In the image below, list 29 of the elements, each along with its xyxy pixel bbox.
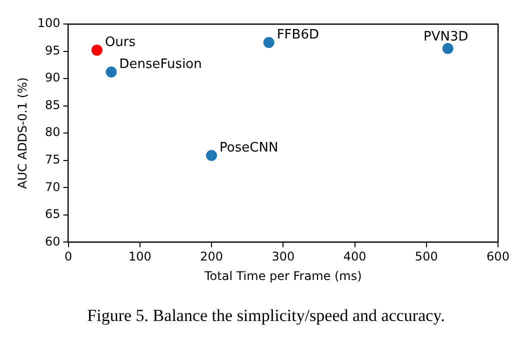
y-tick-label: 80: [45, 125, 60, 140]
y-tick-label: 60: [45, 234, 60, 248]
y-tick-label: 95: [45, 43, 60, 58]
y-tick-label: 90: [45, 70, 60, 85]
x-tick-label: 400: [343, 250, 366, 264]
x-tick-label: 500: [414, 250, 438, 264]
y-tick-label: 75: [45, 152, 60, 166]
y-tick-label: 65: [45, 207, 60, 222]
y-tick-label: 70: [45, 180, 60, 194]
y-tick-label: 100: [37, 16, 60, 30]
x-tick-label: 0: [64, 250, 72, 264]
series-label: PVN3D: [423, 29, 468, 44]
x-tick-label: 600: [486, 250, 510, 264]
x-tick-label: 100: [128, 250, 152, 264]
series-label: PoseCNN: [220, 140, 278, 156]
point: [206, 150, 218, 161]
series-label: FFB6D: [276, 27, 319, 42]
y-tick-label: 85: [45, 98, 60, 112]
x-axis-title: Total Time per Frame (ms): [204, 268, 362, 283]
caption: Figure 5. Balance the simplicity/speed and accuracy.: [86, 306, 446, 326]
x-tick-label: 300: [272, 250, 295, 264]
point: [91, 44, 102, 56]
series-label: Ours: [104, 35, 136, 50]
x-tick-label: 200: [200, 250, 223, 264]
series-label: DenseFusion: [119, 56, 202, 72]
y-axis-title: AUC ADDS-0.1 (%): [15, 77, 30, 189]
point: [442, 43, 454, 54]
point: [106, 66, 117, 78]
point: [263, 37, 274, 48]
